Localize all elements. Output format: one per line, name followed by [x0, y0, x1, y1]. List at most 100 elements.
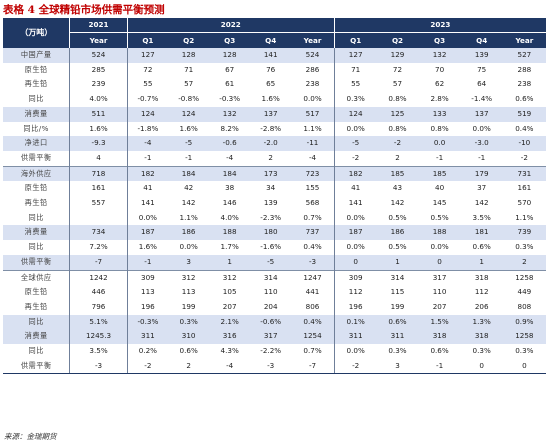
table-cell: -2.8%	[260, 123, 282, 133]
table-cell: 142	[181, 198, 196, 208]
period-header: Q4	[250, 32, 292, 48]
table-cell: 1245.3	[69, 329, 128, 345]
row-label: 原生铅	[24, 64, 48, 74]
table-row: 再生铅 796 196 199 207 204 806 196 199 207 206 808	[3, 299, 546, 315]
table-cell: 2.8%	[430, 94, 449, 104]
table-cell: 196	[333, 299, 377, 315]
table-cell: 179	[460, 165, 503, 182]
table-cell: 1.6%	[179, 123, 198, 133]
table-cell: 173	[250, 165, 292, 182]
table-cell: 115	[390, 287, 405, 297]
table-cell: -7	[69, 254, 128, 271]
table-cell: 0.1%	[333, 314, 377, 330]
table-cell: 311	[376, 329, 419, 345]
table-cell: 112	[333, 285, 377, 300]
table-cell: 141	[250, 48, 292, 63]
table-cell: 739	[502, 225, 546, 241]
row-label: 同比	[28, 212, 44, 222]
table-row: 同比 5.1% -0.3% 0.3% 2.1% -0.6% 0.4% 0.1% 0.6% 1.5%…	[3, 314, 546, 330]
table-cell: -1	[185, 152, 193, 162]
table-cell: 128	[209, 48, 251, 63]
table-cell: -3.0	[460, 136, 503, 151]
table-row: 消费量 734 187 186 188 180 737 187 186 188 181 739	[3, 225, 546, 241]
table-cell: 0.6%	[472, 242, 491, 252]
table-cell: 524	[69, 48, 128, 63]
period-header: Q2	[376, 32, 419, 48]
table-cell: 181	[460, 225, 503, 241]
table-cell: -1	[418, 358, 461, 375]
row-label: 再生铅	[24, 301, 48, 311]
table-cell: 286	[305, 64, 320, 74]
table-cell: -4	[209, 358, 251, 375]
table-cell: 796	[69, 299, 128, 315]
table-row: 原生铅 161 41 42 38 34 155 41 43 40 37 161	[3, 181, 546, 197]
table-cell: 180	[250, 225, 292, 241]
table-cell: -2	[333, 150, 377, 167]
table-cell: 137	[460, 106, 503, 122]
table-cell: 1	[376, 254, 419, 271]
table-cell: -3	[69, 358, 128, 375]
table-cell: 141	[126, 196, 169, 211]
table-cell: 0.0%	[303, 94, 322, 104]
table-cell: 2.1%	[209, 314, 251, 330]
row-label: 再生铅	[24, 198, 48, 208]
table-cell: 55	[126, 77, 169, 93]
table-cell: 0.3%	[472, 346, 491, 356]
table-cell: 318	[460, 269, 503, 286]
table-cell: -5	[333, 136, 377, 151]
table-row: 同比/% 1.6% -1.8% 1.6% 8.2% -2.8% 1.1% 0.0% 0.8% 0.…	[3, 121, 546, 137]
table-cell: 204	[263, 301, 278, 311]
table-cell: 1	[209, 254, 251, 271]
table-cell: 238	[517, 79, 532, 89]
table-cell: 3	[376, 358, 419, 375]
table-row: 全球供应 1242 309 312 312 314 1247 309 314 317 318 1258	[3, 269, 546, 286]
table-cell: 0.4%	[515, 123, 534, 133]
table-cell: 0.3%	[388, 346, 407, 356]
table-cell: 57	[184, 79, 194, 89]
table-cell: 185	[376, 165, 419, 182]
table-row: 消费量 1245.3 311 310 316 317 1254 311 311 318 318 125…	[3, 329, 546, 345]
table-cell: 1.6%	[261, 94, 280, 104]
table-cell: 127	[333, 48, 377, 63]
table-row: 同比 3.5% 0.2% 0.6% 4.3% -2.2% 0.7% 0.0% 0.3% 0.6% 0…	[3, 344, 546, 359]
table-cell	[69, 210, 128, 226]
period-header: Q3	[418, 32, 461, 48]
table-cell: 124	[126, 106, 169, 122]
year-header-2022: 2022	[126, 18, 335, 33]
table-cell: 3.5%	[472, 212, 491, 222]
table-cell: 4.0%	[69, 92, 128, 107]
table-cell: 0.2%	[126, 344, 169, 359]
table-cell: 524	[291, 48, 335, 63]
table-cell: 0.6%	[376, 314, 419, 330]
table-cell: 0.9%	[502, 314, 546, 330]
table-cell: 0.7%	[303, 212, 322, 222]
table-cell: 0.0%	[179, 242, 198, 252]
table-cell: 43	[392, 183, 403, 193]
table-cell: 112	[474, 287, 489, 297]
table-cell: -10	[502, 136, 546, 151]
table-cell: 0.5%	[388, 212, 407, 222]
table-cell: 285	[69, 62, 128, 78]
table-cell: 1242	[69, 269, 128, 286]
unit-header: （万吨）	[3, 18, 70, 48]
table-cell: 127	[126, 48, 169, 63]
table-cell: 57	[392, 79, 403, 89]
table-cell: 0.6%	[515, 94, 534, 104]
table-cell: -2	[126, 358, 169, 375]
table-cell: 3	[168, 254, 210, 271]
table-cell: 311	[333, 329, 377, 345]
table-cell: 557	[69, 196, 128, 211]
table-row: 同比 0.0% 1.1% 4.0% -2.3% 0.7% 0.0% 0.5% 0.5% 3.5% 1…	[3, 210, 546, 226]
table-cell: 41	[126, 181, 169, 197]
period-header: Year	[291, 32, 335, 48]
table-cell: -1.6%	[260, 242, 282, 252]
table-cell: 76	[266, 64, 276, 74]
table-cell: 139	[460, 48, 503, 63]
table-row: 供需平衡 -3 -2 2 -4 -3 -7 -2 3 -1 0 0	[3, 358, 546, 375]
table-cell: 239	[69, 77, 128, 93]
table-cell: 570	[517, 198, 532, 208]
table-cell: 311	[126, 329, 169, 345]
table-cell: 125	[376, 106, 419, 122]
table-cell: -9.3	[69, 136, 128, 151]
row-label: 海外供应	[3, 165, 70, 182]
